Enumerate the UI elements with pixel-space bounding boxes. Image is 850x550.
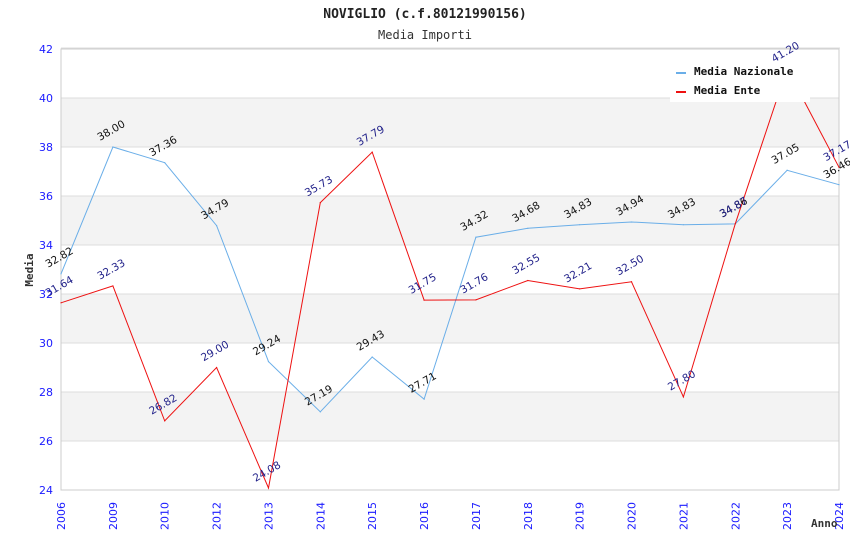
grid-bands bbox=[61, 98, 839, 441]
data-point-ente bbox=[423, 299, 425, 301]
legend-label-nazionale: Media Nazionale bbox=[694, 65, 794, 78]
y-tick-label: 26 bbox=[39, 435, 53, 448]
x-tick-label: 2010 bbox=[159, 502, 172, 530]
x-tick-label: 2021 bbox=[677, 502, 690, 530]
data-point-ente bbox=[579, 288, 581, 290]
data-point-ente bbox=[112, 285, 114, 287]
data-point-nazionale bbox=[267, 361, 270, 363]
x-tick-label: 2006 bbox=[55, 502, 68, 530]
data-point-ente bbox=[838, 166, 840, 168]
data-label-ente: 35.73 bbox=[303, 174, 335, 199]
data-point-ente bbox=[527, 279, 529, 282]
data-point-nazionale bbox=[112, 146, 114, 148]
data-label-ente: 27.80 bbox=[666, 368, 698, 393]
data-point-nazionale bbox=[786, 169, 788, 171]
data-label-ente: 32.33 bbox=[95, 257, 127, 282]
x-tick-label: 2016 bbox=[418, 502, 431, 530]
y-tick-label: 38 bbox=[39, 141, 53, 154]
x-tick-label: 2022 bbox=[729, 502, 742, 530]
data-point-ente bbox=[164, 420, 166, 422]
data-point-nazionale bbox=[164, 162, 166, 164]
series-line-ente bbox=[60, 67, 840, 490]
data-label-ente: 24.08 bbox=[251, 459, 283, 484]
y-axis-ticks: 24 26 28 30 32 34 36 38 40 42 bbox=[39, 43, 53, 497]
x-tick-label: 2019 bbox=[574, 502, 587, 530]
x-tick-label: 2018 bbox=[522, 502, 535, 530]
x-axis-ticks: 2006 2009 2010 2012 2013 2014 2015 2016 2017 2018… bbox=[55, 502, 846, 530]
series-lines bbox=[60, 67, 840, 490]
data-label-ente: 31.75 bbox=[407, 271, 439, 296]
y-tick-label: 34 bbox=[39, 239, 53, 252]
data-point-ente bbox=[60, 302, 62, 304]
grid-band bbox=[61, 392, 839, 441]
data-point-nazionale bbox=[423, 398, 425, 400]
x-tick-label: 2015 bbox=[366, 502, 379, 530]
data-point-nazionale bbox=[579, 224, 581, 226]
x-tick-label: 2009 bbox=[107, 502, 120, 530]
y-tick-label: 40 bbox=[39, 92, 53, 105]
x-axis-label: Anno bbox=[811, 517, 838, 530]
grid-band bbox=[61, 196, 839, 245]
data-point-ente bbox=[371, 151, 373, 153]
grid-band bbox=[61, 98, 839, 147]
x-tick-label: 2023 bbox=[781, 502, 794, 530]
data-label-ente: 32.50 bbox=[614, 253, 646, 278]
data-point-nazionale bbox=[319, 411, 321, 413]
x-tick-label: 2020 bbox=[626, 502, 639, 530]
data-point-nazionale bbox=[371, 356, 373, 358]
data-point-ente bbox=[267, 487, 270, 489]
y-tick-label: 32 bbox=[39, 288, 53, 301]
data-point-ente bbox=[216, 366, 218, 369]
data-point-nazionale bbox=[216, 225, 218, 227]
x-tick-label: 2013 bbox=[262, 502, 275, 530]
legend-label-ente: Media Ente bbox=[694, 84, 761, 97]
series-line-nazionale bbox=[60, 146, 840, 413]
y-tick-label: 42 bbox=[39, 43, 53, 56]
data-label-ente: 32.55 bbox=[510, 252, 542, 277]
data-point-nazionale bbox=[60, 273, 62, 275]
data-point-ente bbox=[630, 281, 633, 283]
x-tick-label: 2017 bbox=[470, 502, 483, 530]
y-tick-label: 36 bbox=[39, 190, 53, 203]
y-tick-label: 30 bbox=[39, 337, 53, 350]
data-point-ente bbox=[319, 202, 321, 204]
y-tick-label: 28 bbox=[39, 386, 53, 399]
data-point-nazionale bbox=[527, 227, 529, 229]
data-point-nazionale bbox=[682, 224, 685, 226]
data-point-ente bbox=[682, 396, 685, 398]
legend-swatch-nazionale bbox=[676, 72, 686, 74]
plot-area bbox=[60, 48, 840, 491]
chart-subtitle: Media Importi bbox=[378, 28, 472, 42]
y-tick-label: 24 bbox=[39, 484, 53, 497]
x-tick-label: 2012 bbox=[211, 502, 224, 530]
y-axis-label: Media bbox=[23, 253, 36, 286]
x-tick-label: 2024 bbox=[833, 502, 846, 530]
x-tick-label: 2014 bbox=[314, 502, 327, 530]
data-point-nazionale bbox=[475, 236, 477, 238]
data-label-ente: 32.21 bbox=[562, 260, 594, 285]
legend-box bbox=[670, 58, 810, 102]
legend: Media Nazionale Media Ente bbox=[670, 58, 810, 102]
data-label-ente: 31.76 bbox=[458, 271, 490, 297]
data-point-ente bbox=[734, 223, 736, 225]
data-point-ente bbox=[475, 299, 477, 301]
data-point-nazionale bbox=[838, 184, 840, 186]
legend-swatch-ente bbox=[676, 91, 686, 93]
chart-title: NOVIGLIO (c.f.80121990156) bbox=[323, 7, 527, 22]
data-point-nazionale bbox=[630, 221, 633, 223]
